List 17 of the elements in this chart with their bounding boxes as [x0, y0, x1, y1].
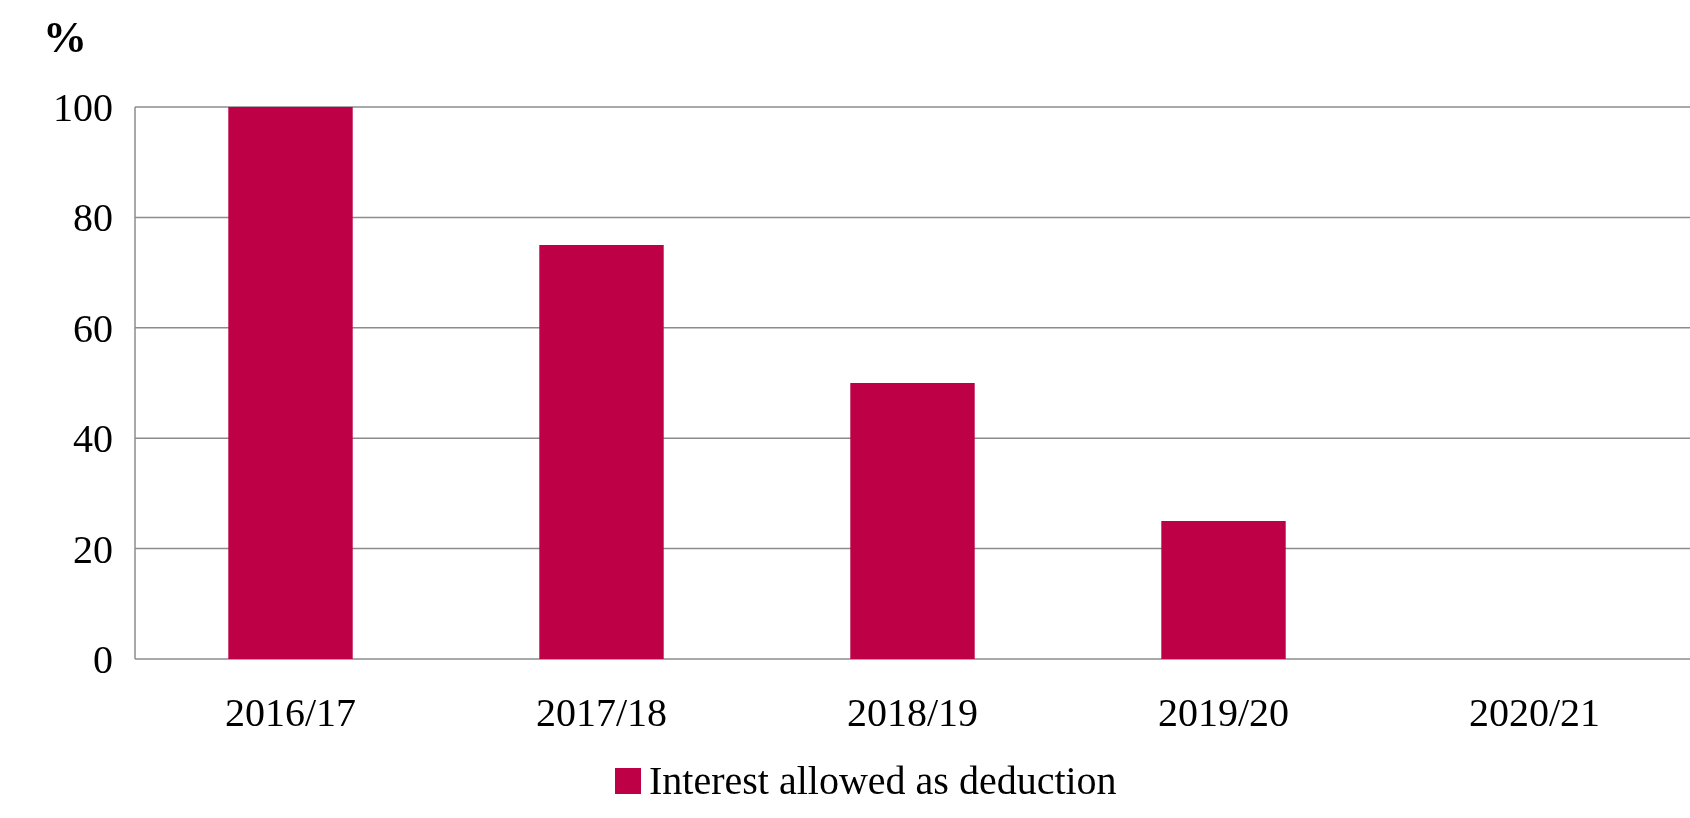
bar — [228, 107, 353, 659]
y-tick-label: 80 — [73, 195, 113, 241]
bar — [1161, 521, 1286, 659]
x-tick-label: 2019/20 — [1157, 690, 1290, 735]
y-axis-title: % — [43, 13, 87, 62]
y-tick-label: 60 — [73, 305, 113, 351]
x-tick-label: 2016/17 — [224, 690, 357, 735]
x-tick-label: 2017/18 — [535, 690, 668, 735]
bar — [539, 245, 664, 659]
bar — [850, 383, 975, 659]
y-tick-label: 20 — [73, 526, 113, 572]
x-tick-label: 2018/19 — [846, 690, 979, 735]
y-tick-label: 0 — [93, 637, 113, 682]
x-tick-label: 2020/21 — [1468, 690, 1601, 735]
y-tick-label: 100 — [53, 85, 113, 130]
y-tick-label: 40 — [73, 416, 113, 462]
legend-label: Interest allowed as deduction — [649, 758, 1117, 803]
